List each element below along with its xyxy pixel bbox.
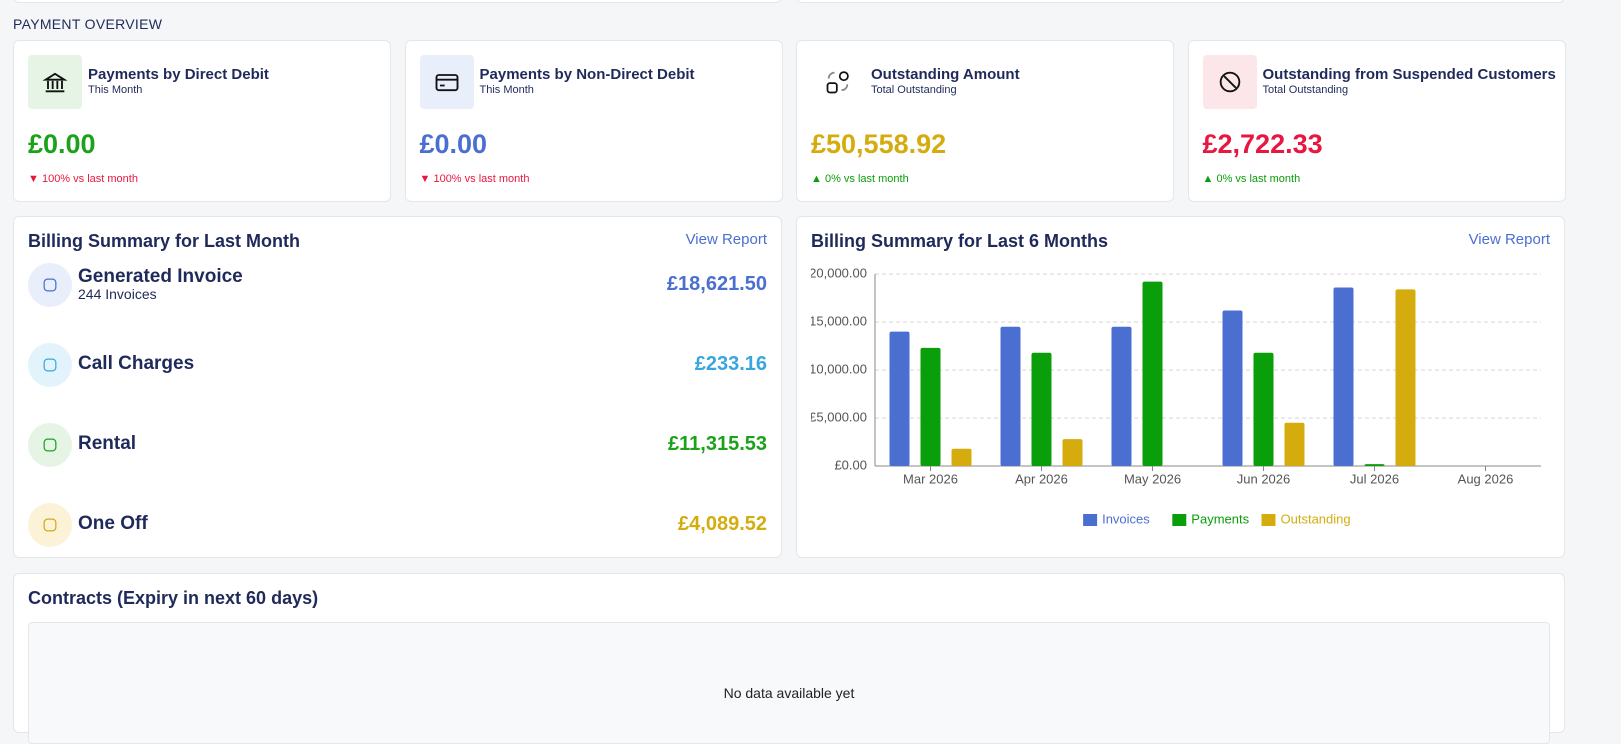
y-tick-label: £0.00 bbox=[834, 457, 867, 472]
row-sub: 244 Invoices bbox=[78, 286, 157, 302]
card-icon bbox=[419, 55, 474, 109]
card-amount: £50,558.92 bbox=[811, 129, 947, 159]
legend-label: Payments bbox=[1191, 511, 1249, 526]
bar bbox=[920, 347, 941, 466]
contracts: Contracts (Expiry in next 60 days) No da… bbox=[13, 573, 1565, 744]
bar bbox=[1031, 352, 1052, 466]
chart-panel: Billing Summary for Last 6 Months View R… bbox=[796, 216, 1565, 558]
row-amount: £18,621.50 bbox=[666, 273, 767, 295]
card-title: Payments by Direct Debit bbox=[88, 66, 269, 83]
bar bbox=[889, 331, 910, 466]
billing-summary: Billing Summary for Last Month View Repo… bbox=[13, 216, 782, 558]
empty-text: No data available yet bbox=[723, 685, 855, 701]
bar bbox=[1062, 439, 1083, 466]
bar bbox=[1222, 310, 1243, 466]
bar bbox=[1142, 281, 1163, 466]
bar bbox=[1000, 326, 1021, 466]
summary-row: Rental £11,315.53 bbox=[28, 423, 767, 467]
trend-arrow: ▼ bbox=[28, 173, 42, 185]
panel-title: Billing Summary for Last Month bbox=[28, 231, 301, 251]
row-icon bbox=[28, 423, 72, 467]
card-title: Outstanding from Suspended Customers bbox=[1262, 66, 1556, 83]
change-text: 100% vs last month bbox=[41, 173, 138, 185]
bar bbox=[1333, 287, 1354, 466]
summary-row: Generated Invoice 244 Invoices £18,621.50 bbox=[28, 263, 767, 307]
card-amount: £2,722.33 bbox=[1202, 129, 1323, 159]
row-amount: £233.16 bbox=[694, 353, 767, 375]
card-subtitle: This Month bbox=[88, 84, 143, 96]
card-title: Payments by Non-Direct Debit bbox=[479, 66, 695, 83]
card-change: ▲ 0% vs last month bbox=[1203, 173, 1301, 185]
legend-label: Invoices bbox=[1102, 511, 1150, 526]
x-tick-label: Mar 2026 bbox=[903, 471, 958, 486]
trend-arrow: ▼ bbox=[419, 173, 434, 185]
x-tick-label: Jul 2026 bbox=[1350, 471, 1399, 486]
legend-swatch bbox=[1083, 514, 1098, 526]
panel-title: Contracts (Expiry in next 60 days) bbox=[28, 588, 319, 608]
summary-row: Call Charges £233.16 bbox=[28, 343, 767, 387]
bar bbox=[1284, 422, 1305, 466]
bar bbox=[1111, 326, 1132, 466]
row-label: One Off bbox=[78, 513, 148, 534]
card-subtitle: Total Outstanding bbox=[871, 84, 957, 96]
card-icon bbox=[28, 55, 82, 109]
chart: £0.00 £5,000.00 £10,000.00 £15,000.00 £20,00… bbox=[811, 265, 1541, 526]
card-icon bbox=[1202, 55, 1257, 109]
stat-card: Payments by Non-Direct Debit This Month £0… bbox=[404, 40, 783, 202]
summary-row: One Off £4,089.52 bbox=[28, 503, 767, 547]
trend-arrow: ▲ bbox=[811, 173, 825, 185]
card-amount: £0.00 bbox=[28, 129, 96, 159]
empty-box: No data available yet bbox=[28, 622, 1550, 744]
bar bbox=[1364, 464, 1385, 466]
card-subtitle: This Month bbox=[479, 84, 534, 96]
stat-card: Payments by Direct Debit This Month £0.00 ▼… bbox=[13, 40, 391, 202]
change-text: 0% vs last month bbox=[1216, 173, 1301, 185]
y-tick-label: £20,000.00 bbox=[811, 265, 867, 280]
view-report[interactable]: View Report bbox=[1468, 231, 1550, 248]
bar bbox=[1395, 289, 1416, 466]
chart-title: Billing Summary for Last 6 Months bbox=[811, 231, 1109, 251]
x-tick-label: May 2026 bbox=[1124, 471, 1181, 486]
legend-label: Outstanding bbox=[1281, 511, 1351, 526]
stat-card: Outstanding from Suspended Customers Tota… bbox=[1187, 40, 1566, 202]
row-label: Call Charges bbox=[78, 353, 195, 374]
trend-arrow: ▲ bbox=[1202, 173, 1217, 185]
y-tick-label: £10,000.00 bbox=[811, 361, 867, 376]
row-amount: £11,315.53 bbox=[668, 433, 767, 455]
page: PAYMENT OVERVIEW Payments by Direct Debi… bbox=[13, 0, 1566, 744]
x-tick-label: Apr 2026 bbox=[1015, 471, 1068, 486]
section-title: PAYMENT OVERVIEW bbox=[13, 16, 163, 32]
x-tick-label: Jun 2026 bbox=[1237, 471, 1291, 486]
top-card bbox=[796, 0, 1565, 3]
x-tick-label: Aug 2026 bbox=[1458, 471, 1514, 486]
row-label: Generated Invoice bbox=[78, 266, 243, 287]
card-subtitle: Total Outstanding bbox=[1262, 84, 1349, 96]
row-icon bbox=[28, 503, 72, 547]
card-amount: £0.00 bbox=[419, 129, 488, 159]
row-amount: £4,089.52 bbox=[678, 513, 767, 535]
card-icon bbox=[811, 55, 865, 109]
row-icon bbox=[28, 343, 72, 387]
row-label: Rental bbox=[78, 433, 137, 454]
stat-card: Outstanding Amount Total Outstanding £50,5… bbox=[796, 40, 1174, 202]
card-change: ▼ 100% vs last month bbox=[28, 173, 138, 185]
y-tick-label: £15,000.00 bbox=[811, 313, 867, 328]
legend-swatch bbox=[1172, 514, 1187, 526]
y-tick-label: £5,000.00 bbox=[811, 409, 867, 424]
bar bbox=[1253, 352, 1274, 466]
row-icon bbox=[28, 263, 72, 307]
card-change: ▲ 0% vs last month bbox=[811, 173, 909, 185]
top-card bbox=[13, 0, 782, 3]
change-text: 0% vs last month bbox=[824, 173, 909, 185]
change-text: 100% vs last month bbox=[433, 173, 530, 185]
view-report[interactable]: View Report bbox=[685, 231, 767, 248]
legend-swatch bbox=[1261, 514, 1276, 526]
card-title: Outstanding Amount bbox=[871, 66, 1020, 83]
card-change: ▼ 100% vs last month bbox=[420, 173, 530, 185]
bar bbox=[951, 448, 972, 466]
